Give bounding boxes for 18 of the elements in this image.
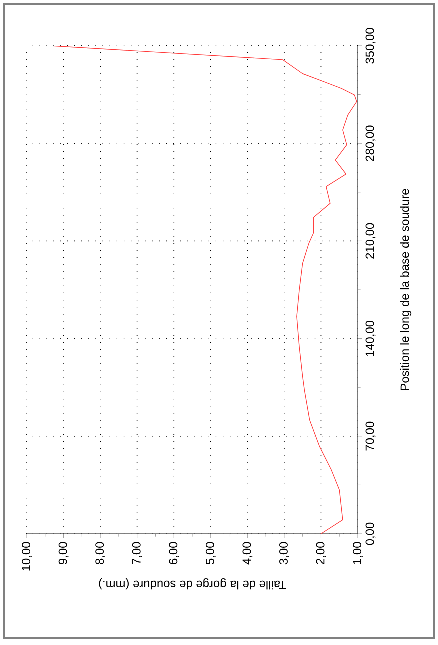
- x-tick-label: 5,00: [206, 542, 216, 565]
- y-tick-label: 70,00: [366, 422, 376, 451]
- y-tick-label: 280,00: [366, 126, 376, 162]
- x-tick-label: 8,00: [96, 542, 106, 565]
- y-tick-label: 0,00: [366, 522, 376, 546]
- x-tick-label: 9,00: [58, 542, 69, 564]
- y-tick-label: 140,00: [366, 320, 376, 356]
- x-tick-label: 6,00: [169, 542, 180, 564]
- x-tick-label: 2,00: [316, 542, 326, 564]
- x-tick-label: 7,00: [132, 542, 142, 564]
- x-tick-label: 1,00: [353, 542, 363, 564]
- y-axis-title: Position le long de la base de soudure: [400, 189, 412, 390]
- x-tick-label: 4,00: [242, 542, 253, 565]
- x-tick-label: 10,00: [22, 542, 32, 571]
- x-axis-title: Taille de la gorge de soudure (mm.): [99, 578, 286, 590]
- y-tick-label: 350,00: [366, 28, 376, 64]
- y-tick-label: 210,00: [366, 223, 376, 259]
- x-tick-label: 3,00: [280, 542, 290, 565]
